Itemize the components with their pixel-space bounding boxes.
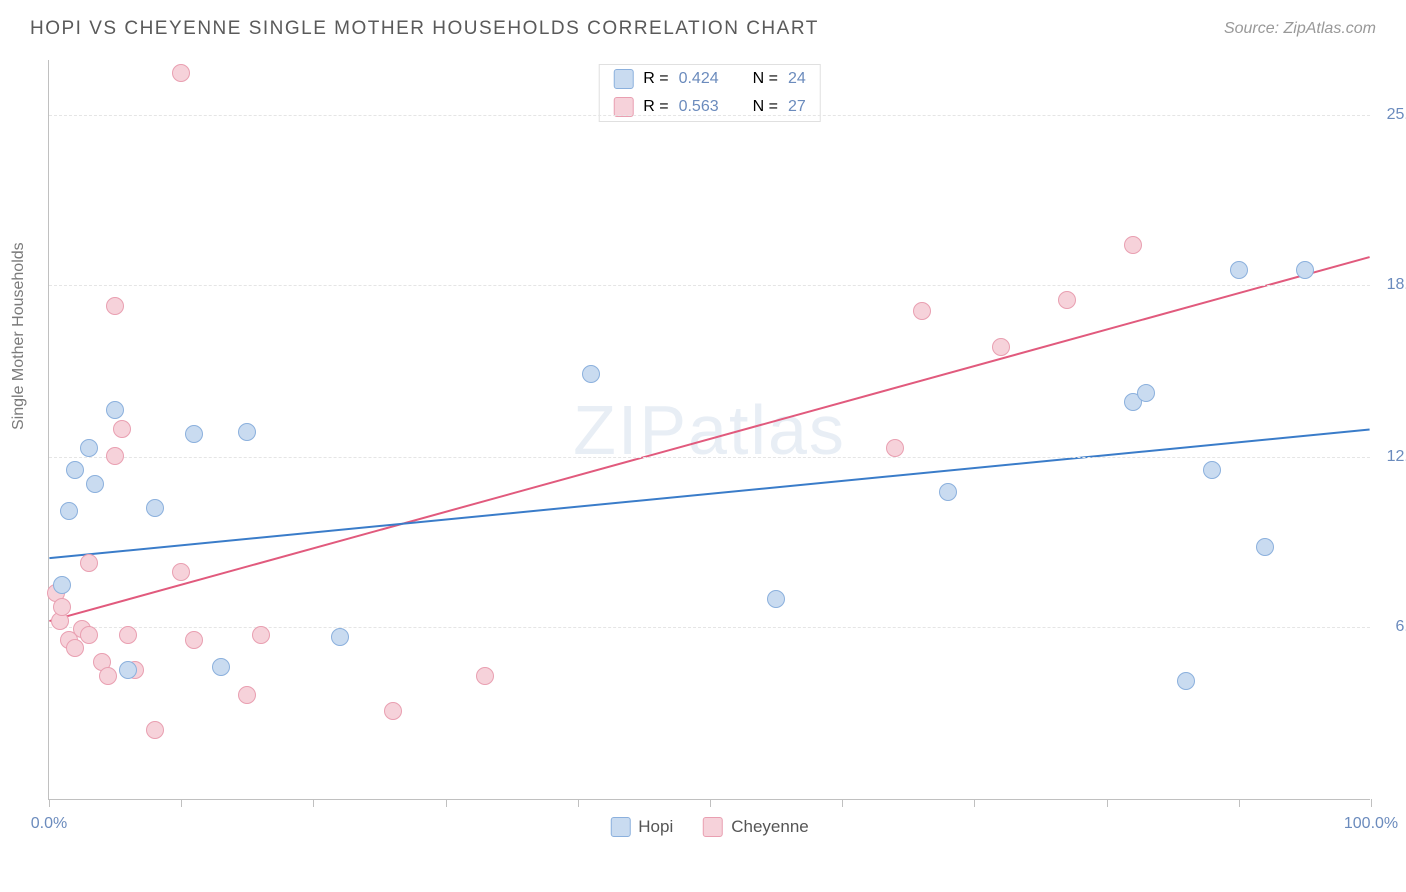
legend-row: R = 0.563 N = 27 <box>599 93 820 121</box>
data-point <box>1203 461 1221 479</box>
data-point <box>1137 384 1155 402</box>
data-point <box>476 667 494 685</box>
source-attribution: Source: ZipAtlas.com <box>1224 20 1376 38</box>
data-point <box>913 302 931 320</box>
data-point <box>1177 672 1195 690</box>
data-point <box>80 554 98 572</box>
scatter-chart: ZIPatlas R = 0.424 N = 24 R = 0.563 N = … <box>48 60 1370 800</box>
x-tick <box>842 799 843 807</box>
legend-swatch <box>703 817 723 837</box>
data-point <box>66 639 84 657</box>
data-point <box>939 483 957 501</box>
data-point <box>113 420 131 438</box>
trend-line <box>49 430 1369 559</box>
data-point <box>106 297 124 315</box>
y-tick-label: 6.3% <box>1396 618 1406 636</box>
x-tick-label: 100.0% <box>1344 815 1398 833</box>
x-tick <box>181 799 182 807</box>
data-point <box>1230 261 1248 279</box>
legend-swatch <box>610 817 630 837</box>
data-point <box>1256 538 1274 556</box>
legend-series-label: Cheyenne <box>731 817 809 837</box>
data-point <box>66 461 84 479</box>
data-point <box>53 598 71 616</box>
gridline <box>49 457 1370 458</box>
legend-r-value: 0.424 <box>679 70 719 88</box>
data-point <box>146 721 164 739</box>
data-point <box>172 563 190 581</box>
legend-item: Cheyenne <box>703 817 809 837</box>
legend-item: Hopi <box>610 817 673 837</box>
gridline <box>49 115 1370 116</box>
data-point <box>212 658 230 676</box>
data-point <box>185 631 203 649</box>
data-point <box>86 475 104 493</box>
data-point <box>238 686 256 704</box>
data-point <box>582 365 600 383</box>
data-point <box>1058 291 1076 309</box>
data-point <box>185 425 203 443</box>
data-point <box>106 447 124 465</box>
data-point <box>992 338 1010 356</box>
data-point <box>1124 236 1142 254</box>
x-tick <box>1371 799 1372 807</box>
data-point <box>99 667 117 685</box>
gridline <box>49 285 1370 286</box>
series-legend: Hopi Cheyenne <box>610 817 808 837</box>
data-point <box>119 626 137 644</box>
data-point <box>172 64 190 82</box>
data-point <box>106 401 124 419</box>
x-tick <box>313 799 314 807</box>
correlation-legend: R = 0.424 N = 24 R = 0.563 N = 27 <box>598 64 821 122</box>
x-tick <box>974 799 975 807</box>
x-tick <box>1107 799 1108 807</box>
gridline <box>49 627 1370 628</box>
legend-n-label: N = <box>753 98 778 116</box>
chart-title: HOPI VS CHEYENNE SINGLE MOTHER HOUSEHOLD… <box>30 18 819 40</box>
y-tick-label: 12.5% <box>1387 448 1406 466</box>
y-tick-label: 25.0% <box>1387 106 1406 124</box>
data-point <box>1296 261 1314 279</box>
data-point <box>886 439 904 457</box>
legend-n-value: 24 <box>788 70 806 88</box>
legend-r-label: R = <box>643 70 668 88</box>
legend-n-label: N = <box>753 70 778 88</box>
legend-series-label: Hopi <box>638 817 673 837</box>
data-point <box>384 702 402 720</box>
legend-r-label: R = <box>643 98 668 116</box>
data-point <box>252 626 270 644</box>
data-point <box>331 628 349 646</box>
x-tick <box>446 799 447 807</box>
legend-r-value: 0.563 <box>679 98 719 116</box>
data-point <box>53 576 71 594</box>
data-point <box>767 590 785 608</box>
data-point <box>119 661 137 679</box>
y-tick-label: 18.8% <box>1387 276 1406 294</box>
legend-swatch <box>613 69 633 89</box>
legend-n-value: 27 <box>788 98 806 116</box>
x-tick-label: 0.0% <box>31 815 67 833</box>
y-axis-label: Single Mother Households <box>10 242 28 430</box>
data-point <box>60 502 78 520</box>
data-point <box>80 626 98 644</box>
x-tick <box>710 799 711 807</box>
x-tick <box>49 799 50 807</box>
legend-row: R = 0.424 N = 24 <box>599 65 820 93</box>
data-point <box>80 439 98 457</box>
x-tick <box>578 799 579 807</box>
x-tick <box>1239 799 1240 807</box>
data-point <box>238 423 256 441</box>
data-point <box>146 499 164 517</box>
